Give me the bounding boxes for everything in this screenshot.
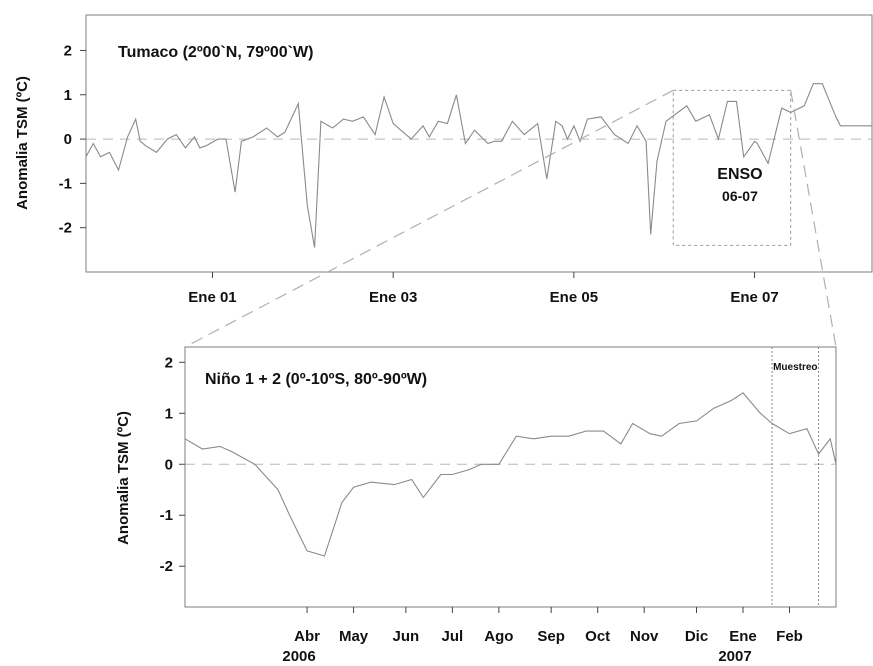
y-tick-label: -2 <box>160 558 173 575</box>
zoom-connector-right <box>790 90 837 348</box>
x-tick-label: May <box>339 628 369 645</box>
x-tick-label: Jun <box>393 628 420 645</box>
y-tick-label: 1 <box>64 87 72 104</box>
y-tick-label: 1 <box>165 405 173 422</box>
x-tick-label: Ene 05 <box>550 289 598 306</box>
x-tick-label: Ene <box>729 628 757 645</box>
nino12-series-line <box>184 392 837 557</box>
y-tick-label: -2 <box>59 220 72 237</box>
x-tick-label: Dic <box>685 628 708 645</box>
tumaco-x-ticks: Ene 01 Ene 03 Ene 05 Ene 07 <box>188 272 779 306</box>
sampling-label: Muestreo <box>773 362 817 373</box>
y-tick-label: 0 <box>165 456 173 473</box>
y-tick-label: 2 <box>165 354 173 371</box>
x-tick-year-label: 2007 <box>718 648 751 665</box>
y-tick-label: -1 <box>160 507 173 524</box>
tumaco-panel: ENSO 06-07 Tumaco (2º00`N, 79º00`W) Anom… <box>14 14 873 306</box>
tumaco-y-ticks: 2 1 0 -1 -2 <box>59 42 86 237</box>
tumaco-y-axis-label: Anomalia TSM (ºC) <box>14 76 31 210</box>
nino12-x-ticks: Abr 2006 May Jun Jul Ago Sep Oct Nov Dic Ene 2007 Fe… <box>282 607 803 665</box>
x-tick-label: Ene 03 <box>369 289 417 306</box>
x-tick-label: Ago <box>484 628 513 645</box>
y-tick-label: -1 <box>59 175 72 192</box>
tumaco-series-line <box>85 83 872 248</box>
nino12-y-axis-label: Anomalia TSM (ºC) <box>115 411 132 545</box>
enso-annotation-box <box>672 89 792 246</box>
nino12-title: Niño 1 + 2 (0º-10ºS, 80º-90ºW) <box>205 371 427 388</box>
x-tick-year-label: 2006 <box>282 648 315 665</box>
tumaco-title: Tumaco (2º00`N, 79º00`W) <box>118 44 313 61</box>
x-tick-label: Ene 07 <box>730 289 778 306</box>
enso-period-label: 06-07 <box>722 188 758 204</box>
x-tick-label: Nov <box>630 628 659 645</box>
y-tick-label: 0 <box>64 131 72 148</box>
y-tick-label: 2 <box>64 42 72 59</box>
nino12-y-ticks: 2 1 0 -1 -2 <box>160 354 185 575</box>
zoom-connector-left <box>184 89 674 348</box>
x-tick-label: Abr <box>294 628 320 645</box>
x-tick-label: Ene 01 <box>188 289 236 306</box>
x-tick-label: Oct <box>585 628 610 645</box>
tumaco-plot-frame <box>85 14 873 273</box>
nino12-plot-frame <box>184 346 837 608</box>
x-tick-label: Jul <box>442 628 464 645</box>
nino12-panel: Muestreo Niño 1 + 2 (0º-10ºS, 80º-90ºW) … <box>115 346 837 665</box>
x-tick-label: Sep <box>537 628 565 645</box>
x-tick-label: Feb <box>776 628 803 645</box>
enso-label: ENSO <box>717 166 762 183</box>
